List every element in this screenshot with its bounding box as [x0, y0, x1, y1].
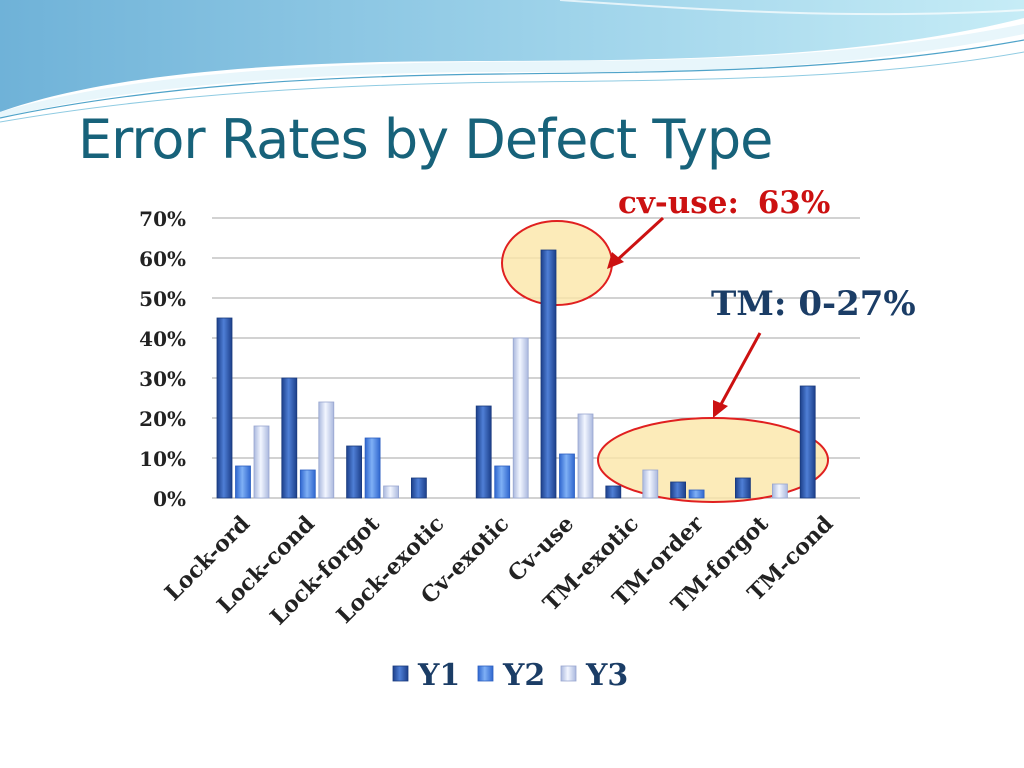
bar-cv-use-y1: [540, 249, 557, 499]
y-tick-label: 10%: [139, 447, 186, 471]
x-axis-labels: Lock-ordLock-condLock-forgotLock-exoticC…: [160, 510, 838, 630]
bar-tm-forgot-y3: [772, 483, 788, 499]
y-tick-label: 50%: [139, 287, 186, 311]
y-tick-label: 20%: [139, 407, 186, 431]
legend-label-y2: Y2: [502, 658, 545, 693]
bar-lock-cond-y1: [281, 377, 298, 499]
bar-cv-exotic-y2: [494, 465, 511, 499]
cv-use-arrowhead: [607, 252, 624, 269]
bar-lock-forgot-y1: [346, 445, 363, 499]
cv-use-arrow: [613, 216, 665, 264]
bar-cv-use-y3: [577, 413, 594, 499]
y-tick-label: 70%: [139, 207, 186, 231]
y-axis-labels: 0% 10% 20% 30% 40% 50% 60% 70%: [139, 207, 186, 511]
tm-arrowhead: [713, 400, 728, 418]
bar-lock-ord-y2: [235, 465, 251, 499]
bar-lock-ord-y1: [216, 317, 233, 499]
bar-tm-cond-y1: [799, 385, 816, 499]
callouts: cv-use: 63% TM: 0-27%: [607, 185, 916, 418]
bar-tm-exotic-y1: [605, 485, 622, 499]
cv-use-callout-value: 63%: [758, 185, 831, 221]
bar-tm-order-y2: [688, 489, 705, 499]
bar-lock-forgot-y3: [383, 485, 400, 499]
legend-label-y3: Y3: [585, 658, 628, 693]
y-tick-label: 30%: [139, 367, 186, 391]
y-tick-label: 0%: [153, 487, 186, 511]
tm-arrow: [717, 332, 762, 409]
bar-lock-ord-y3: [253, 425, 270, 499]
bar-cv-exotic-y1: [475, 405, 492, 499]
bar-lock-cond-y3: [318, 401, 335, 499]
slide-title: Error Rates by Defect Type: [78, 108, 773, 171]
y-tick-label: 60%: [139, 247, 186, 271]
bar-lock-exotic-y1: [410, 477, 427, 499]
tm-callout: TM: 0-27%: [711, 284, 916, 324]
cv-use-highlight-ellipse: [501, 220, 613, 306]
legend-swatch-y2: [477, 665, 494, 682]
tm-highlight-ellipse: [597, 417, 829, 503]
bar-cv-exotic-y3: [512, 337, 529, 499]
bar-cv-use-y2: [559, 453, 575, 499]
chart-legend: Y1 Y2 Y3: [392, 658, 628, 693]
legend-label-y1: Y1: [417, 658, 460, 693]
bar-lock-cond-y2: [299, 469, 316, 499]
bar-tm-exotic-y3: [642, 469, 659, 499]
bar-tm-forgot-y1: [735, 477, 751, 499]
bar-lock-forgot-y2: [364, 437, 381, 499]
bar-tm-order-y1: [670, 481, 686, 499]
cv-use-callout-label: cv-use:: [618, 185, 739, 221]
chart-bars: [216, 249, 816, 499]
legend-swatch-y1: [392, 665, 409, 682]
header-wave-decoration: [0, 0, 1024, 123]
cv-use-callout: cv-use: 63%: [618, 185, 830, 221]
legend-swatch-y3: [560, 665, 577, 682]
y-tick-label: 40%: [139, 327, 186, 351]
